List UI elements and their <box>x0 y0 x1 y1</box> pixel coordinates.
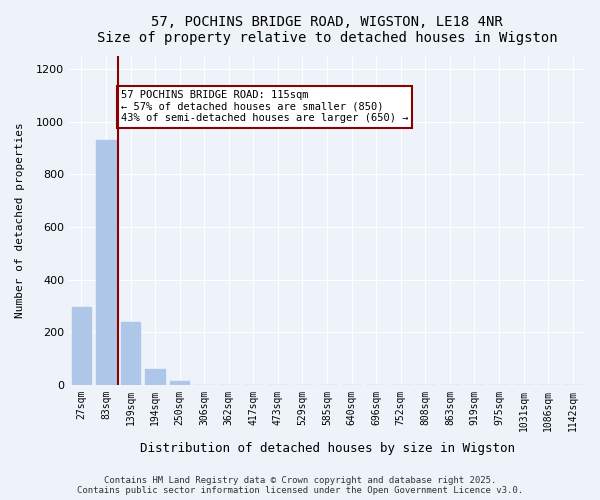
Bar <box>145 369 165 385</box>
Y-axis label: Number of detached properties: Number of detached properties <box>15 122 25 318</box>
Bar <box>170 381 190 385</box>
Bar <box>121 322 140 385</box>
Title: 57, POCHINS BRIDGE ROAD, WIGSTON, LE18 4NR
Size of property relative to detached: 57, POCHINS BRIDGE ROAD, WIGSTON, LE18 4… <box>97 15 557 45</box>
Bar <box>96 140 116 385</box>
Text: 57 POCHINS BRIDGE ROAD: 115sqm
← 57% of detached houses are smaller (850)
43% of: 57 POCHINS BRIDGE ROAD: 115sqm ← 57% of … <box>121 90 408 124</box>
Bar <box>71 308 91 385</box>
X-axis label: Distribution of detached houses by size in Wigston: Distribution of detached houses by size … <box>140 442 515 455</box>
Text: Contains HM Land Registry data © Crown copyright and database right 2025.
Contai: Contains HM Land Registry data © Crown c… <box>77 476 523 495</box>
